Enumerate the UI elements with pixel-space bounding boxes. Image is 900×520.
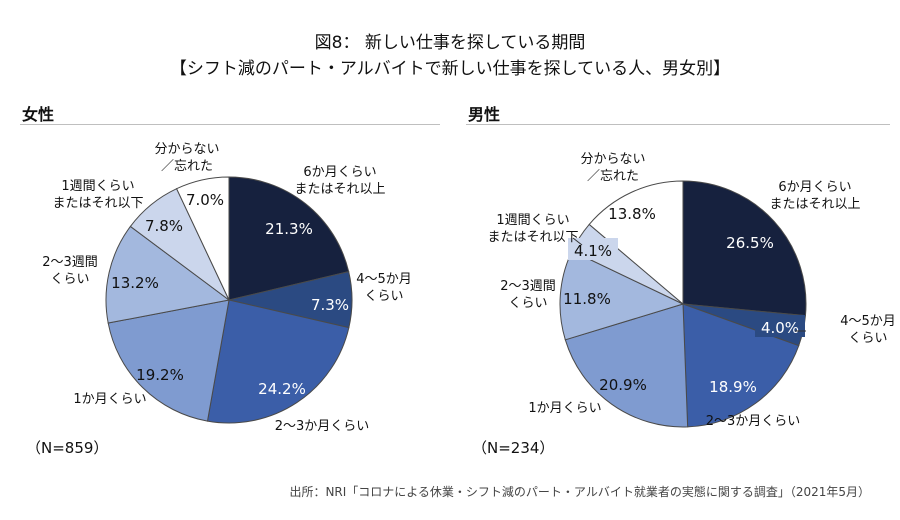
category-label: 4～5か月くらい <box>840 314 896 346</box>
chart-subtitle: 【シフト減のパート・アルバイトで新しい仕事を探している人、男女別】 <box>169 59 731 79</box>
pie-slice <box>175 176 230 301</box>
category-label: 2～3週間くらい <box>500 279 556 311</box>
pie-slice <box>588 180 684 306</box>
category-label: 1週間くらいまたはそれ以下 <box>52 179 143 211</box>
category-label: 6か月くらいまたはそれ以上 <box>294 165 385 197</box>
category-label: 1か月くらい <box>528 401 601 416</box>
pie-slice <box>206 299 350 424</box>
pie-slice <box>682 180 807 317</box>
category-label: 1か月くらい <box>73 392 146 407</box>
category-label: 2～3か月くらい <box>275 419 370 434</box>
panel-title-female: 女性 <box>22 105 55 124</box>
value-label: 20.9% <box>599 376 647 394</box>
value-label: 11.8% <box>563 290 611 308</box>
value-label: 4.1% <box>574 242 612 260</box>
panel-divider-female <box>20 124 440 125</box>
value-label: 4.0% <box>761 319 799 337</box>
panel-title-male: 男性 <box>468 105 501 124</box>
value-label: 7.0% <box>186 191 224 209</box>
category-label: 分からない／忘れた <box>580 152 645 184</box>
value-label: 18.9% <box>709 378 757 396</box>
sample-size-male: （N=234） <box>472 439 555 457</box>
category-label: 1週間くらいまたはそれ以下 <box>487 213 578 245</box>
chart-title-block: 図8： 新しい仕事を探している期間 【シフト減のパート・アルバイトで新しい仕事を… <box>0 30 900 82</box>
value-label: 24.2% <box>258 380 306 398</box>
category-label: 2～3か月くらい <box>706 414 801 429</box>
value-label: 19.2% <box>136 366 184 384</box>
pie-slice <box>105 225 231 324</box>
panel-divider-male <box>466 124 890 125</box>
pie-chart-female: 21.3% 7.3% 24.2% 19.2% 13.2% 7.8%7.0% 6か月くらいまた… <box>42 142 412 434</box>
pie-slice <box>564 303 689 428</box>
value-label: 26.5% <box>726 234 774 252</box>
value-label: 13.2% <box>111 274 159 292</box>
category-label: 2～3週間くらい <box>42 255 98 287</box>
value-label: 7.3% <box>311 296 349 314</box>
leader-line <box>572 237 583 246</box>
value-label-background <box>755 315 805 337</box>
chart-title: 図8： 新しい仕事を探している期間 <box>314 33 586 53</box>
value-label: 7.8% <box>145 217 183 235</box>
sample-size-female: （N=859） <box>26 439 109 457</box>
value-label: 13.8% <box>608 205 656 223</box>
pie-slice <box>228 176 350 301</box>
pie-chart-male: 26.5% 4.0% 18.9% 20.9% 11.8% 4.1% 13.8% 6か月くらいま… <box>487 152 896 429</box>
value-label: 21.3% <box>265 220 313 238</box>
category-label: 4～5か月くらい <box>356 272 412 304</box>
source-note: 出所：NRI「コロナによる休業・シフト減のパート・アルバイト就業者の実態に関する… <box>289 485 870 499</box>
category-label: 分からない／忘れた <box>154 142 219 174</box>
pie-slice <box>682 303 800 428</box>
category-label: 6か月くらいまたはそれ以上 <box>769 180 860 212</box>
pie-slice <box>107 299 230 422</box>
